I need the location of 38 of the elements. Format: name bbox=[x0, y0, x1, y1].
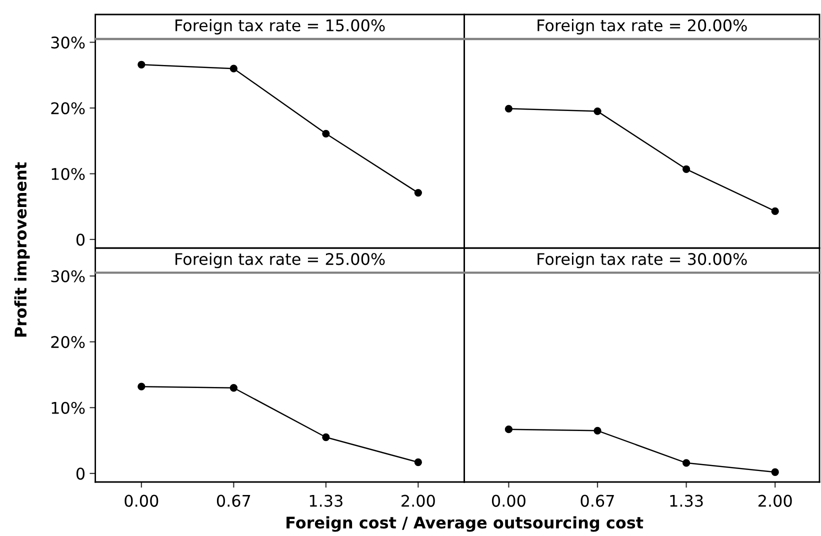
y-tick-label: 20% bbox=[51, 336, 85, 348]
point bbox=[230, 64, 238, 72]
point bbox=[138, 382, 146, 390]
chart-title: Foreign tax rate = 15.00% bbox=[176, 19, 385, 34]
point bbox=[504, 104, 513, 112]
x-tick-label: 2.00 bbox=[402, 494, 435, 507]
point bbox=[322, 130, 330, 138]
point bbox=[414, 458, 422, 466]
y-tick-label: 30% bbox=[51, 270, 85, 282]
x-tick-label: 2.00 bbox=[758, 494, 792, 507]
point bbox=[322, 433, 330, 442]
point bbox=[771, 468, 779, 476]
y-tick-label: 0 bbox=[76, 468, 85, 480]
y-axis-title: Profit improvement bbox=[14, 162, 30, 337]
y-tick-label: 30% bbox=[51, 36, 85, 49]
chart-title: Foreign tax rate = 30.00% bbox=[538, 252, 747, 268]
chart-title: Foreign tax rate = 20.00% bbox=[538, 19, 747, 34]
point bbox=[414, 188, 422, 197]
x-tick-label: 1.33 bbox=[670, 494, 703, 507]
x-tick-label: 1.33 bbox=[310, 494, 342, 507]
y-tick-label: 10% bbox=[52, 402, 85, 414]
point bbox=[771, 207, 779, 216]
y-tick-label: 10% bbox=[52, 168, 85, 180]
point bbox=[504, 426, 513, 434]
point bbox=[230, 384, 238, 392]
x-tick-label: 0.67 bbox=[580, 494, 614, 507]
x-tick-label: 0.00 bbox=[124, 494, 158, 507]
point bbox=[594, 426, 602, 434]
point bbox=[594, 107, 602, 116]
point bbox=[682, 459, 690, 467]
chart-title: Foreign tax rate = 25.00% bbox=[176, 252, 385, 268]
point bbox=[682, 165, 690, 173]
point bbox=[138, 60, 146, 68]
x-axis-title: Foreign cost / Average outsourcing cost bbox=[286, 516, 644, 532]
y-tick-label: 0 bbox=[76, 234, 85, 246]
x-tick-label: 0.00 bbox=[492, 494, 526, 507]
y-tick-label: 20% bbox=[51, 102, 85, 114]
x-tick-label: 0.67 bbox=[216, 494, 250, 507]
